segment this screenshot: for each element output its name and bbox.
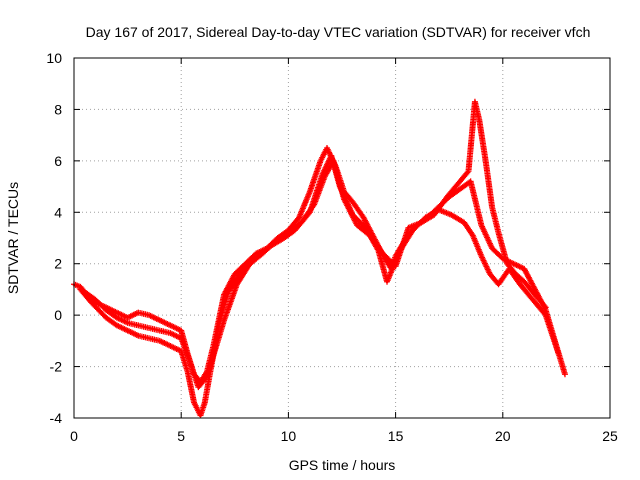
data-point-interp bbox=[212, 347, 219, 354]
x-tick-labels: 0 5 10 15 20 25 bbox=[70, 428, 618, 444]
y-axis-title: SDTVAR / TECUs bbox=[5, 182, 21, 294]
data-point-interp bbox=[270, 239, 277, 246]
data-point-interp bbox=[224, 290, 231, 297]
x-tick-label: 20 bbox=[495, 428, 511, 444]
x-tick-label: 5 bbox=[177, 428, 185, 444]
data-point-interp bbox=[518, 276, 525, 283]
data-point-interp bbox=[144, 311, 151, 318]
x-tick-label: 0 bbox=[70, 428, 78, 444]
data-point-interp bbox=[154, 327, 161, 334]
x-tick-label: 15 bbox=[388, 428, 404, 444]
series-3 bbox=[81, 98, 549, 391]
data-point-interp bbox=[508, 259, 515, 266]
data-point-interp bbox=[89, 294, 96, 301]
data-point-interp bbox=[464, 169, 471, 176]
data-point-interp bbox=[317, 159, 324, 166]
data-point-interp bbox=[155, 316, 162, 323]
data-point-interp bbox=[468, 231, 475, 237]
data-point-interp bbox=[165, 342, 172, 349]
data-point-interp bbox=[257, 252, 264, 259]
data-point-interp bbox=[190, 397, 197, 404]
data-point-interp bbox=[201, 376, 208, 383]
data-point-interp bbox=[510, 268, 517, 275]
data-point-interp bbox=[133, 331, 140, 338]
data-point-interp bbox=[527, 294, 534, 301]
y-tick-label: -2 bbox=[50, 359, 63, 375]
data-point-interp bbox=[540, 309, 547, 316]
data-point-interp bbox=[555, 349, 562, 356]
y-tick-label: 8 bbox=[54, 101, 62, 117]
chart-title: Day 167 of 2017, Sidereal Day-to-day VTE… bbox=[86, 24, 591, 40]
y-tick-labels: -4 -2 0 2 4 6 8 10 bbox=[46, 50, 62, 426]
data-point-interp bbox=[416, 220, 423, 227]
data-point-interp bbox=[390, 260, 397, 267]
y-tick-label: 10 bbox=[46, 50, 62, 66]
x-tick-label: 10 bbox=[281, 428, 297, 444]
y-tick-label: 2 bbox=[54, 256, 62, 272]
y-tick-label: 6 bbox=[54, 153, 62, 169]
data-point-interp bbox=[446, 211, 453, 218]
data-point-interp bbox=[495, 228, 502, 235]
data-point-interp bbox=[220, 318, 227, 325]
data-point-interp bbox=[144, 334, 151, 341]
data-point-interp bbox=[165, 321, 172, 328]
plot-border bbox=[73, 57, 611, 419]
data-point-interp bbox=[184, 367, 191, 374]
y-tick-label: 4 bbox=[54, 204, 62, 220]
data-point-interp bbox=[541, 303, 548, 310]
axes bbox=[73, 57, 611, 419]
data-point-interp bbox=[477, 251, 484, 258]
y-tick-label: -4 bbox=[50, 410, 63, 426]
data-point-interp bbox=[295, 221, 302, 228]
data-point-interp bbox=[306, 190, 313, 197]
data-point-interp bbox=[529, 289, 536, 295]
data-point-interp bbox=[100, 312, 107, 319]
x-tick-label: 25 bbox=[602, 428, 618, 444]
data-point-interp bbox=[154, 337, 161, 344]
data-point-interp bbox=[111, 312, 118, 319]
data-point-interp bbox=[111, 320, 118, 327]
x-axis-title: GPS time / hours bbox=[289, 457, 396, 473]
data-point-interp bbox=[463, 170, 470, 177]
grid-lines bbox=[74, 58, 610, 418]
data-point-interp bbox=[186, 356, 193, 363]
data-point-interp bbox=[561, 369, 568, 376]
data-point-interp bbox=[201, 401, 208, 408]
data-point-interp bbox=[144, 324, 151, 331]
data-point-interp bbox=[293, 217, 300, 223]
data-point-interp bbox=[133, 322, 140, 328]
data-point-interp bbox=[123, 319, 130, 326]
data-points-layer bbox=[71, 98, 568, 419]
data-point-interp bbox=[364, 230, 371, 237]
data-point-interp bbox=[477, 220, 484, 227]
data-point-interp bbox=[454, 181, 461, 187]
data-point-interp bbox=[540, 301, 547, 308]
data-point-interp bbox=[340, 194, 347, 201]
y-tick-label: 0 bbox=[54, 307, 62, 323]
data-point-interp bbox=[165, 329, 172, 336]
data-point-interp bbox=[100, 304, 107, 311]
data-point-interp bbox=[123, 326, 130, 333]
